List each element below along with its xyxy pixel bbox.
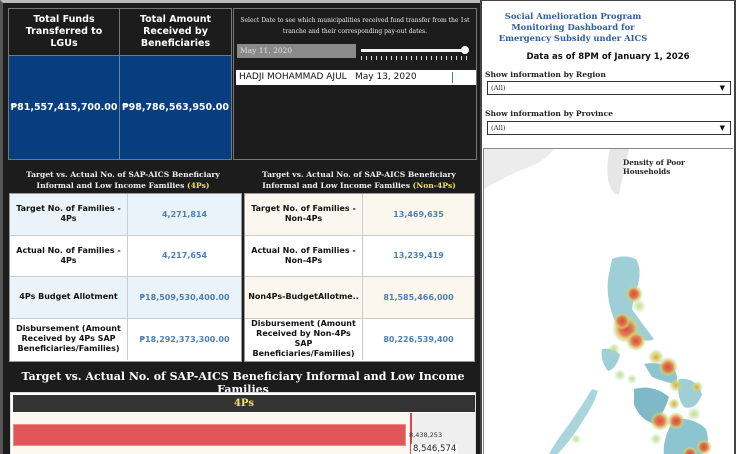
date-filter-panel: Select Date to see which municipalities … — [233, 8, 477, 160]
date-slider[interactable] — [361, 46, 469, 62]
table-row: Disbursement (Amount Received by 4Ps SAP… — [10, 318, 241, 360]
target-value-label: 8,546,574 — [411, 444, 459, 454]
row-value: 80,226,539,400 — [383, 334, 454, 344]
date-filter-note: Select Date to see which municipalities … — [240, 17, 470, 35]
row-label: Non4Ps-BudgetAllotme.. — [245, 277, 363, 318]
province-filter-label: Show information by Province — [485, 109, 613, 118]
target-reference-line — [410, 413, 412, 454]
region-filter-label: Show information by Region — [485, 70, 606, 79]
poverty-density-map[interactable]: Density of Poor Households — [483, 148, 733, 454]
kpi-summary: Total Funds Transferred to LGUs Total Am… — [8, 8, 232, 160]
province-select[interactable]: (All) ▼ — [487, 121, 731, 135]
row-value: 13,239,419 — [393, 251, 444, 261]
row-label: Disbursement (Amount Received by Non-4Ps… — [245, 318, 363, 360]
table-row: Disbursement (Amount Received by Non-4Ps… — [245, 318, 474, 360]
scroll-indicator[interactable] — [452, 72, 453, 83]
table-row: Actual No. of Families - Non-4Ps 13,239,4… — [245, 235, 474, 277]
amount-received-value: ₱98,786,563,950.00 — [120, 56, 231, 159]
table-4ps: Target No. of Families - 4Ps 4,271,814 Ac… — [9, 193, 242, 362]
map-title: Density of Poor Households — [623, 158, 685, 176]
table-non4ps: Target No. of Families - Non-4Ps 13,469,6… — [244, 193, 475, 362]
slider-thumb[interactable] — [461, 46, 469, 54]
row-label: Disbursement (Amount Received by 4Ps SAP… — [10, 318, 128, 360]
municipality-result-row[interactable]: HADJI MOHAMMAD AJUL May 13, 2020 — [236, 70, 476, 85]
chart-header-4ps: 4Ps — [13, 395, 475, 412]
title-highlight-non4ps: (Non-4Ps) — [412, 181, 456, 190]
slider-track[interactable] — [361, 49, 467, 52]
date-input[interactable]: May 11, 2020 — [237, 44, 356, 58]
row-label: Actual No. of Families - Non-4Ps — [245, 235, 363, 276]
row-value: 13,469,635 — [393, 209, 444, 219]
payout-date: May 13, 2020 — [355, 72, 417, 82]
row-value: 4,217,654 — [161, 251, 208, 261]
row-label: Target No. of Families - Non-4Ps — [245, 194, 363, 235]
dashboard-left-panel: Total Funds Transferred to LGUs Total Am… — [0, 0, 480, 454]
dropdown-arrow-icon[interactable]: ▼ — [719, 124, 725, 132]
table-4ps-title: Target vs. Actual No. of SAP-AICS Benefi… — [26, 170, 220, 190]
title-highlight-4ps: (4Ps) — [187, 181, 210, 190]
beneficiary-bar-chart: 4Ps 8,438,253 8,546,574 — [10, 392, 476, 454]
dropdown-arrow-icon[interactable]: ▼ — [719, 84, 725, 92]
municipality-name: HADJI MOHAMMAD AJUL — [239, 72, 347, 82]
dashboard-right-panel: Social Amelioration Program Monitoring D… — [480, 0, 736, 454]
actual-value-label: 8,438,253 — [409, 431, 443, 439]
table-row: 4Ps Budget Allotment ₱18,509,530,400.00 — [10, 277, 241, 319]
data-as-of: Data as of 8PM of January 1, 2026 — [526, 52, 690, 62]
row-value: 4,271,814 — [161, 209, 208, 219]
table-non4ps-title: Target vs. Actual No. of SAP-AICS Benefi… — [262, 170, 456, 190]
chart-plot-area: 8,438,253 8,546,574 — [13, 413, 475, 454]
table-row: Non4Ps-BudgetAllotme.. 81,585,466,000 — [245, 277, 474, 319]
dashboard-title: Social Amelioration Program Monitoring D… — [498, 11, 648, 43]
row-value: ₱18,509,530,400.00 — [139, 292, 230, 302]
row-value: ₱18,292,373,300.00 — [139, 334, 230, 344]
funds-transferred-header: Total Funds Transferred to LGUs — [9, 9, 120, 56]
region-select[interactable]: (All) ▼ — [487, 81, 731, 95]
amount-received-header: Total Amount Received by Beneficiaries — [120, 9, 231, 56]
table-row: Target No. of Families - 4Ps 4,271,814 — [10, 194, 241, 236]
table-row: Target No. of Families - Non-4Ps 13,469,6… — [245, 194, 474, 236]
table-row: Actual No. of Families - 4Ps 4,217,654 — [10, 235, 241, 277]
row-label: Target No. of Families - 4Ps — [10, 194, 128, 235]
slider-ticks — [361, 56, 467, 60]
philippines-heatmap-icon — [484, 149, 712, 454]
row-value: 81,585,466,000 — [383, 292, 454, 302]
row-label: 4Ps Budget Allotment — [10, 277, 128, 318]
row-label: Actual No. of Families - 4Ps — [10, 235, 128, 276]
funds-transferred-value: ₱81,557,415,700.00 — [9, 56, 120, 159]
actual-bar[interactable] — [13, 424, 406, 446]
